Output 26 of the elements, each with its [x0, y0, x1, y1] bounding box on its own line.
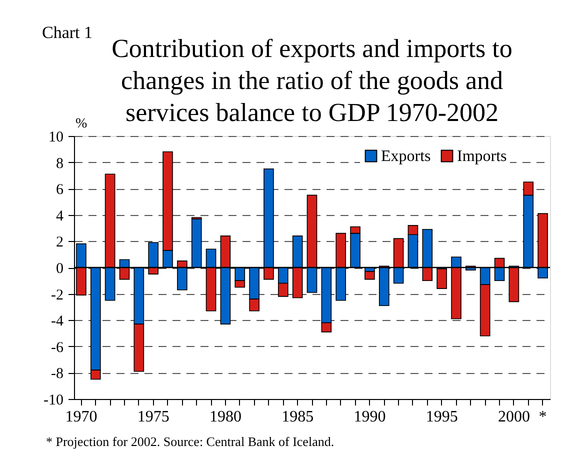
y-tick-label: -4 [51, 314, 64, 330]
y-tick-label: -10 [44, 392, 64, 408]
y-tick-label: 8 [56, 156, 64, 172]
bar [364, 271, 375, 280]
caption: Chart 1 [42, 23, 93, 42]
x-tick-label: 1975 [137, 408, 170, 426]
x-tick-label: 1990 [354, 408, 386, 426]
y-tick-label: 2 [56, 234, 64, 251]
x-tick-label: 1970 [65, 408, 98, 426]
x-tick-label: * [538, 408, 547, 426]
y-tick-label: -8 [51, 366, 64, 382]
x-tick-label: 1980 [209, 408, 242, 426]
y-tick-label: 4 [56, 208, 64, 224]
legend-label: Imports [457, 148, 507, 165]
x-tick-label: 1985 [282, 408, 314, 426]
chart-title: Contribution of exports and imports to changes in the ratio of the goods and services balance to GDP 1970-2002 [112, 34, 512, 127]
y-axis-title: % [76, 116, 88, 132]
y-tick-label: -6 [51, 340, 64, 356]
y-tick-label: 6 [56, 182, 64, 198]
legend-label: Exports [381, 148, 431, 165]
y-tick-label: -2 [51, 287, 64, 304]
x-tick-label: 1995 [426, 408, 458, 426]
y-tick-label: 0 [56, 261, 64, 277]
y-tick-label: 10 [48, 130, 64, 146]
text: * Projection for 2002. Source: Central Bank of Iceland. [46, 434, 334, 449]
x-tick-label: 2000 [498, 408, 530, 426]
